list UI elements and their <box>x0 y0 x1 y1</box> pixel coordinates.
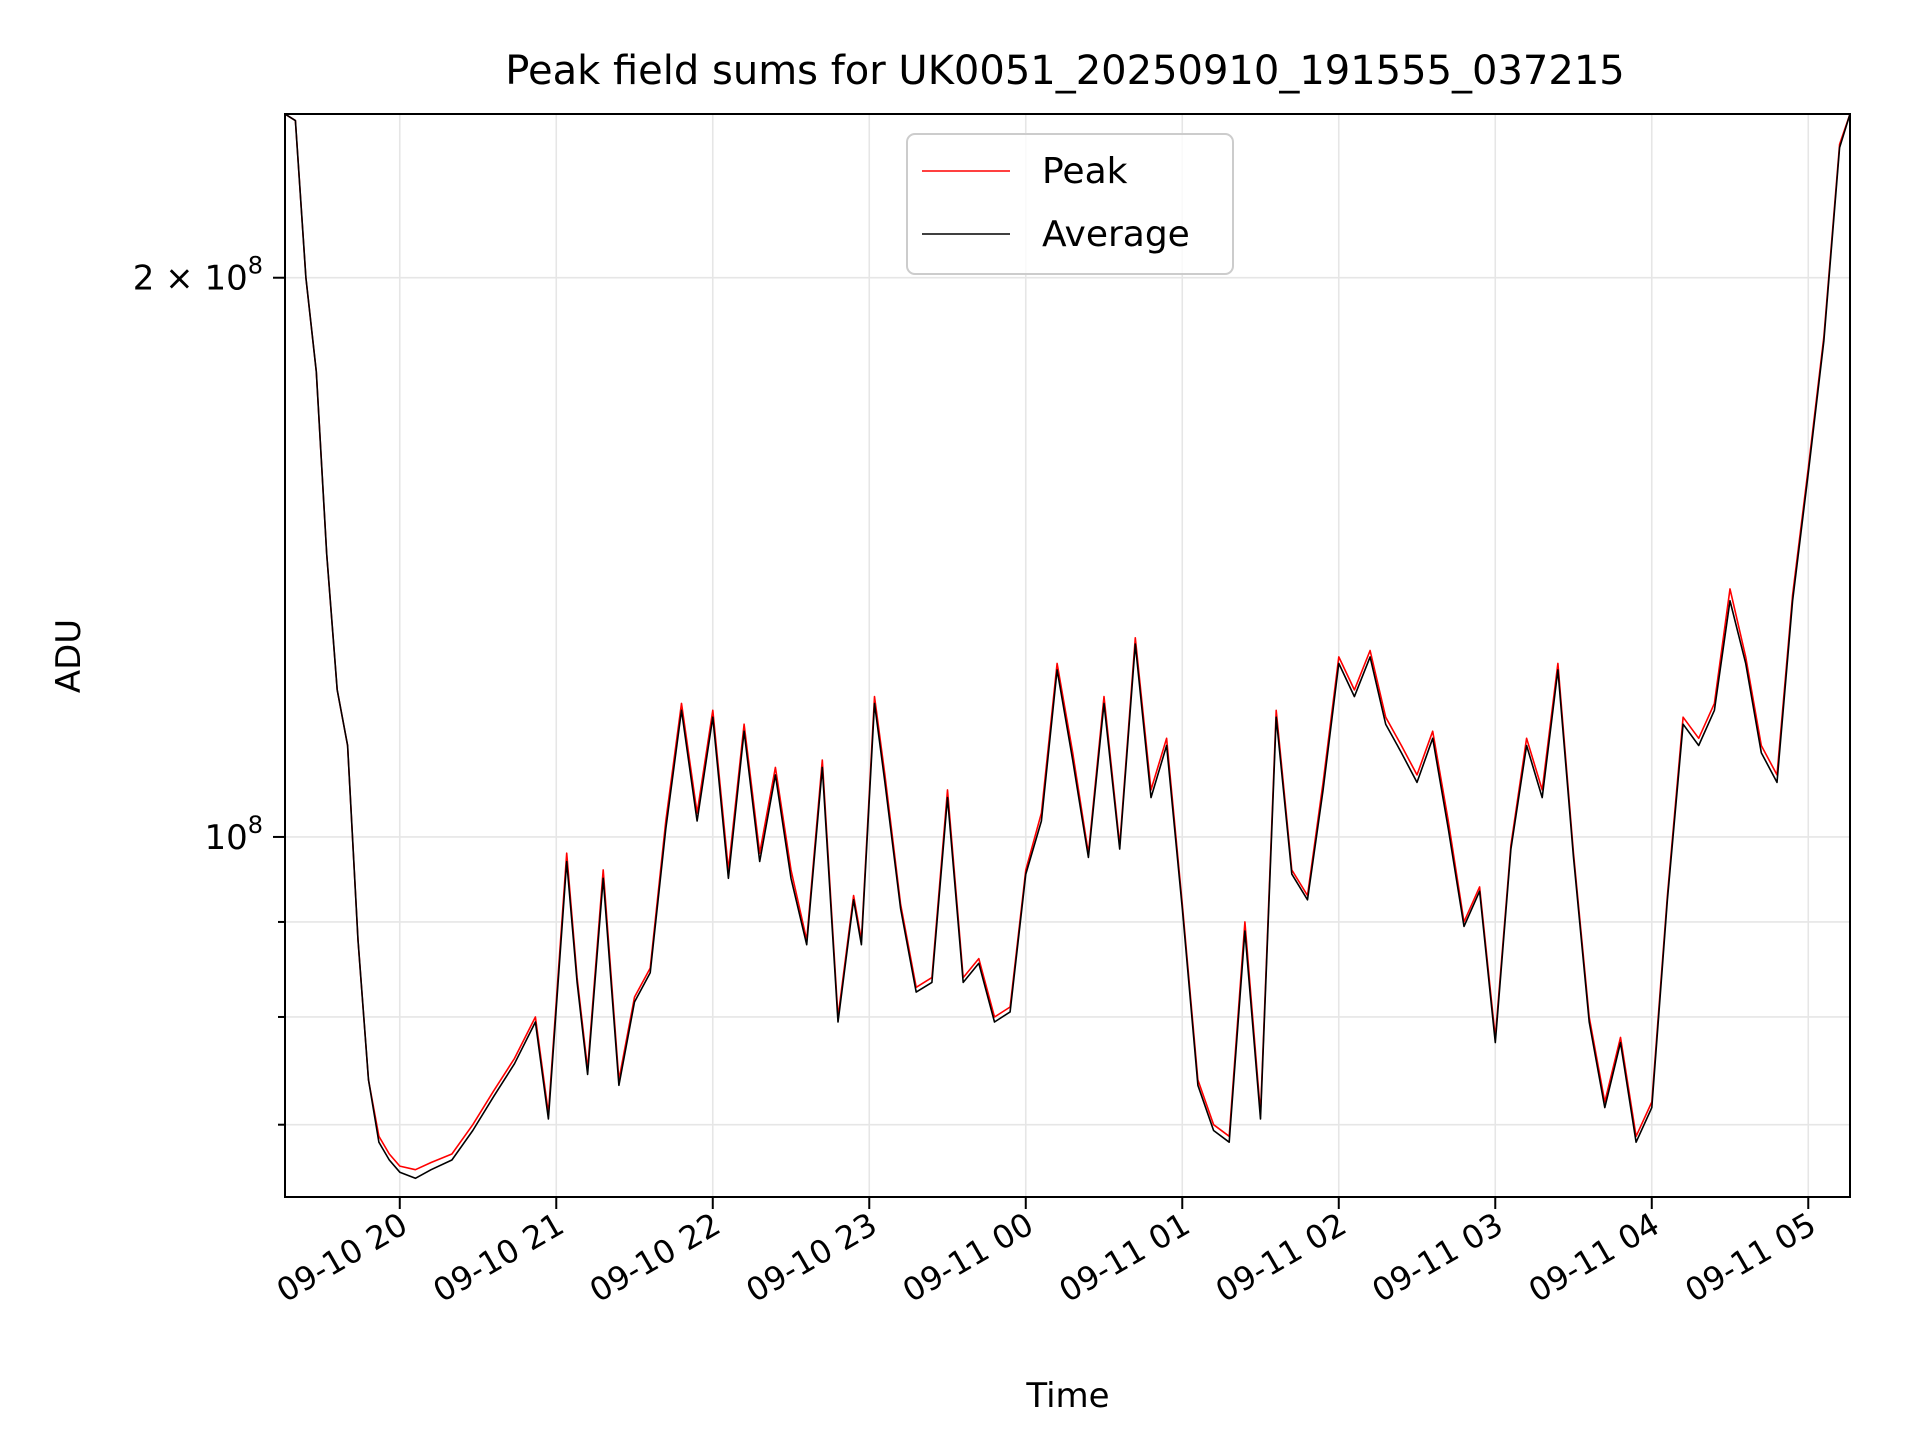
y-tick-label: 108 <box>204 811 263 858</box>
chart-title: Peak field sums for UK0051_20250910_1915… <box>505 48 1624 94</box>
legend-label-average: Average <box>1042 214 1190 255</box>
y-tick-label: 2 × 108 <box>133 252 263 299</box>
legend-label-peak: Peak <box>1042 151 1128 192</box>
legend-box <box>906 133 1234 275</box>
y-axis-label: ADU <box>49 619 89 693</box>
y-axis: 108 2 × 108 <box>133 252 285 1126</box>
plot-frame <box>284 113 1851 1198</box>
grid <box>285 114 1850 1197</box>
series-layer <box>285 114 1850 1180</box>
legend: Peak Average <box>906 133 1234 275</box>
x-axis-label: Time <box>1025 1376 1109 1416</box>
series-line-average <box>285 114 1850 1180</box>
